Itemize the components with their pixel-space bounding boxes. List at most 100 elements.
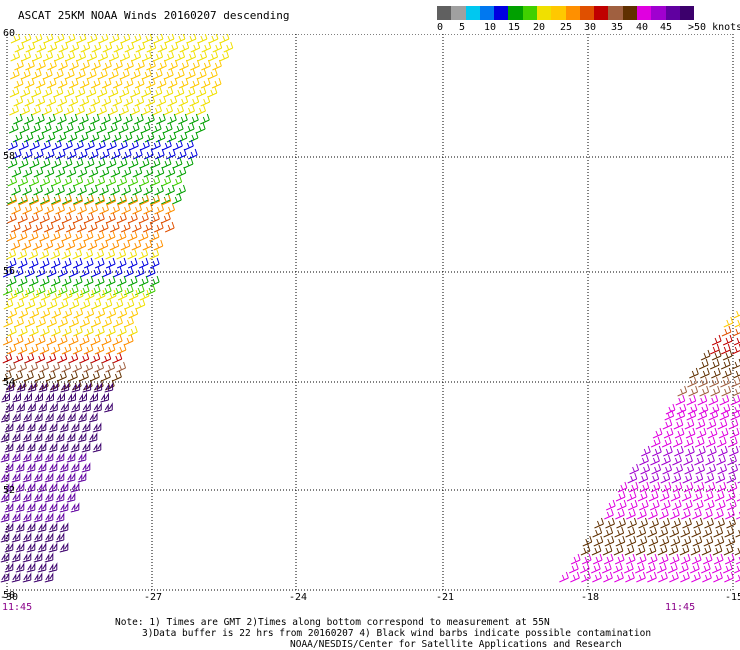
wind-barb-swaths [0, 34, 740, 583]
wind-barb [84, 307, 95, 319]
wind-barb [21, 50, 32, 62]
wind-barb [626, 490, 637, 502]
wind-barb [725, 508, 735, 520]
wind-barb [49, 382, 59, 393]
wind-barb [143, 203, 153, 215]
wind-barb [43, 68, 53, 80]
wind-barb [197, 68, 207, 80]
wind-barb [197, 50, 208, 62]
wind-barb [144, 131, 155, 143]
wind-barb [86, 86, 97, 98]
wind-barb [649, 472, 660, 484]
wind-barb [48, 502, 58, 513]
wind-barb [175, 50, 186, 62]
wind-barb [652, 427, 663, 439]
wind-barb [702, 526, 713, 538]
wind-barb [33, 572, 43, 583]
wind-barb [98, 221, 109, 233]
wind-barb [117, 289, 128, 301]
wind-barb [602, 544, 613, 556]
wind-barb [57, 352, 68, 364]
wind-barb [33, 148, 44, 160]
wind-barb [88, 203, 98, 215]
wind-barb [54, 50, 65, 62]
wind-barb [162, 139, 172, 151]
wind-barb [186, 68, 196, 80]
wind-barb [669, 553, 680, 565]
wind-barb [123, 113, 133, 125]
wind-barb [33, 512, 43, 523]
wind-barb [0, 412, 10, 423]
wind-barb [605, 499, 616, 511]
wind-barb [641, 445, 651, 457]
wind-barb [684, 463, 695, 475]
wind-barb [36, 41, 47, 53]
wind-barb [31, 86, 42, 98]
wind-barb [93, 402, 102, 413]
wind-barb [55, 412, 65, 423]
wind-barb [116, 361, 127, 373]
wind-barb [663, 427, 674, 439]
wind-barb [41, 122, 52, 134]
wind-barb [54, 34, 65, 44]
wind-barb [603, 571, 613, 583]
wind-barb [677, 385, 688, 397]
wind-barb [64, 86, 75, 98]
wind-barb [106, 212, 116, 224]
wind-barb [152, 104, 162, 116]
wind-barb [55, 184, 65, 196]
wind-barb [733, 337, 740, 346]
wind-barb [614, 571, 624, 583]
wind-barb [723, 544, 734, 556]
wind-barb [131, 239, 142, 251]
wind-barb [150, 194, 161, 206]
wind-barb [83, 361, 94, 373]
wind-barb [703, 490, 714, 502]
wind-barb [6, 361, 17, 373]
wind-barb [116, 257, 127, 269]
wind-barb [165, 203, 175, 215]
wind-barb [615, 490, 626, 502]
wind-barb [62, 194, 73, 206]
wind-barb [101, 284, 112, 296]
wind-barb [614, 553, 625, 565]
wind-barb [48, 462, 58, 473]
wind-barb [22, 184, 32, 196]
wind-barb [4, 442, 14, 453]
wind-barb [10, 34, 21, 44]
wind-barb [117, 175, 128, 187]
wind-barb [142, 50, 153, 62]
wind-barb [28, 361, 39, 373]
wind-barb [24, 352, 35, 364]
wind-barb [23, 131, 34, 143]
wind-barb [2, 334, 13, 346]
wind-barb [691, 553, 702, 565]
wind-barb [6, 275, 17, 287]
longitude-label: -18 [581, 592, 600, 603]
wind-barb [10, 50, 21, 62]
wind-barb [690, 544, 701, 556]
wind-barb [186, 34, 197, 44]
wind-barb [143, 148, 154, 160]
wind-barb [208, 50, 219, 62]
wind-barb [663, 445, 673, 457]
wind-barb [22, 532, 32, 543]
wind-barb [91, 298, 102, 310]
wind-barb [29, 212, 39, 224]
wind-barb [112, 284, 123, 296]
wind-barb [672, 481, 683, 493]
wind-barb [73, 307, 84, 319]
wind-barb [88, 148, 99, 160]
wind-barb [719, 394, 730, 406]
wind-barb [139, 194, 150, 206]
scale-swatch [536, 6, 552, 20]
wind-barb [65, 50, 76, 62]
wind-barb [647, 571, 657, 583]
wind-barb [153, 34, 164, 44]
wind-barb [68, 95, 79, 107]
wind-barb [76, 34, 87, 44]
wind-barb [709, 358, 720, 370]
scale-label: 15 [508, 22, 521, 33]
wind-barb [591, 562, 601, 574]
wind-barb [81, 422, 91, 433]
